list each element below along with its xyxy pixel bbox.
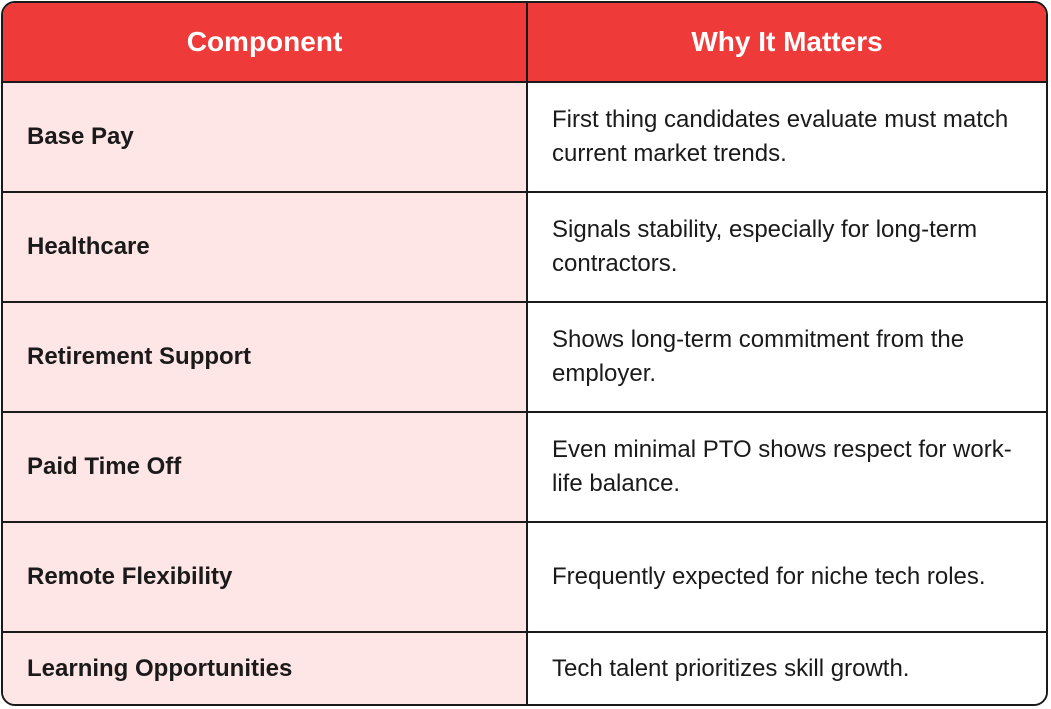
table-row: Remote Flexibility Frequently expected f… <box>3 521 1046 632</box>
table-header-row: Component Why It Matters <box>3 3 1046 83</box>
why-cell: Tech talent prioritizes skill growth. <box>527 631 1046 704</box>
component-cell: Learning Opportunities <box>3 631 528 704</box>
component-cell: Remote Flexibility <box>3 521 528 632</box>
why-cell: Even minimal PTO shows respect for work-… <box>527 411 1046 522</box>
header-why-it-matters: Why It Matters <box>526 3 1046 83</box>
table-row: Learning Opportunities Tech talent prior… <box>3 631 1046 704</box>
why-cell: First thing candidates evaluate must mat… <box>527 82 1046 192</box>
table-row: Retirement Support Shows long-term commi… <box>3 301 1046 412</box>
why-cell: Signals stability, especially for long-t… <box>527 191 1046 302</box>
table-row: Paid Time Off Even minimal PTO shows res… <box>3 411 1046 522</box>
why-cell: Shows long-term commitment from the empl… <box>527 301 1046 412</box>
table-row: Base Pay First thing candidates evaluate… <box>3 82 1046 192</box>
benefits-table-grid: Component Why It Matters Base Pay First … <box>3 3 1046 704</box>
component-cell: Base Pay <box>3 82 528 192</box>
component-cell: Healthcare <box>3 191 528 302</box>
table-row: Healthcare Signals stability, especially… <box>3 191 1046 302</box>
why-cell: Frequently expected for niche tech roles… <box>527 521 1046 632</box>
header-component: Component <box>3 3 527 83</box>
component-cell: Retirement Support <box>3 301 528 412</box>
component-cell: Paid Time Off <box>3 411 528 522</box>
